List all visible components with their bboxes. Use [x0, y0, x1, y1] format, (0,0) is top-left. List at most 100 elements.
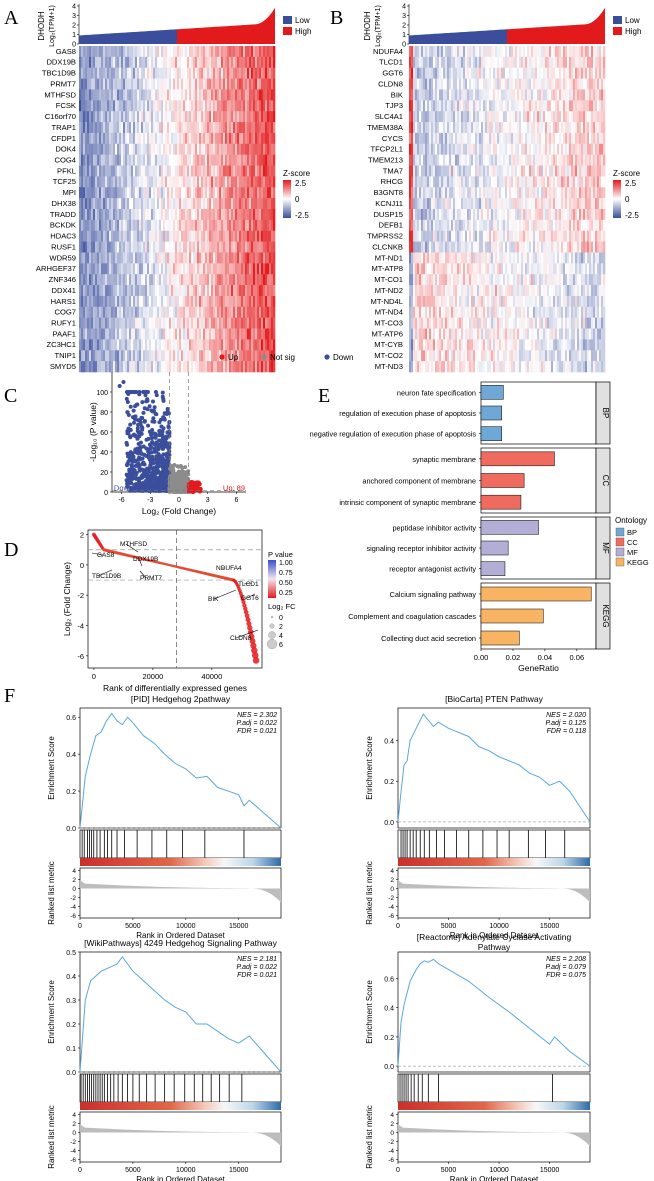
- heatmap-cell: [425, 67, 428, 79]
- heatmap-cell: [101, 317, 104, 329]
- heatmap-cell: [541, 89, 544, 101]
- heatmap-cell: [175, 154, 178, 166]
- heatmap-cell: [195, 198, 198, 210]
- heatmap-cell: [595, 219, 598, 232]
- heatmap-cell: [263, 263, 266, 275]
- heatmap-cell: [199, 46, 202, 58]
- heatmap-cell: [107, 317, 110, 329]
- heatmap-cell: [255, 263, 258, 275]
- heatmap-cell: [133, 46, 136, 58]
- heatmap-cell: [133, 339, 136, 351]
- heatmap-cell: [597, 241, 600, 253]
- heatmap-cell: [157, 350, 160, 362]
- heatmap-cell: [481, 132, 484, 145]
- heatmap-cell: [93, 46, 96, 58]
- heatmap-cell: [219, 46, 222, 58]
- heatmap-cell: [113, 154, 116, 166]
- heatmap-cell: [95, 306, 98, 318]
- heatmap-cell: [221, 176, 224, 188]
- heatmap-cell: [467, 198, 470, 210]
- heatmap-cell: [261, 361, 264, 373]
- heatmap-cell: [241, 132, 244, 145]
- heatmap-cell: [95, 67, 98, 79]
- heatmap-cell: [249, 285, 252, 297]
- heatmap-cell: [201, 317, 204, 329]
- heatmap-cell: [123, 263, 126, 275]
- heatmap-cell: [257, 317, 260, 329]
- heatmap-cell: [273, 176, 276, 188]
- heatmap-cell: [247, 187, 250, 199]
- heatmap-cell: [505, 100, 508, 112]
- heatmap-cell: [207, 230, 210, 242]
- heatmap-cell: [491, 187, 494, 199]
- heatmap-cell: [535, 209, 538, 221]
- heatmap-cell: [539, 187, 542, 199]
- heatmap-cell: [601, 230, 604, 242]
- heatmap-cell: [273, 143, 276, 155]
- heatmap-cell: [511, 111, 514, 123]
- heatmap-cell: [239, 241, 242, 253]
- heatmap-cell: [99, 111, 102, 123]
- heatmap-cell: [231, 263, 234, 275]
- heatmap-cell: [237, 67, 240, 79]
- heatmap-cell: [471, 46, 474, 58]
- heatmap-cell: [539, 241, 542, 253]
- heatmap-cell: [131, 176, 134, 188]
- heatmap-cell: [473, 165, 476, 177]
- heatmap-cell: [487, 111, 490, 123]
- heatmap-cell: [133, 241, 136, 253]
- heatmap-cell: [193, 198, 196, 210]
- heatmap-cell: [207, 154, 210, 166]
- heatmap-cell: [589, 89, 592, 101]
- heatmap-cell: [543, 89, 546, 101]
- heatmap-cell: [465, 165, 468, 177]
- heatmap-cell: [97, 328, 100, 340]
- heatmap-cell: [89, 89, 92, 101]
- heatmap-cell: [143, 274, 146, 286]
- heatmap-cell: [143, 361, 146, 373]
- heatmap-cell: [421, 187, 424, 199]
- heatmap-cell: [163, 350, 166, 362]
- heatmap-cell: [207, 219, 210, 232]
- heatmap-cell: [417, 176, 420, 188]
- heatmap-cell: [145, 361, 148, 373]
- heatmap-cell: [527, 56, 530, 69]
- heatmap-cell: [583, 165, 586, 177]
- heatmap-cell: [117, 187, 120, 199]
- heatmap-cell: [571, 209, 574, 221]
- heatmap-cell: [173, 46, 176, 58]
- heatmap-cell: [251, 350, 254, 362]
- gene-label: DOK4: [55, 145, 76, 154]
- heatmap-cell: [413, 89, 416, 101]
- heatmap-cell: [89, 111, 92, 123]
- heatmap-cell: [443, 241, 446, 253]
- heatmap-cell: [81, 274, 84, 286]
- heatmap-cell: [549, 111, 552, 123]
- heatmap-cell: [127, 285, 130, 297]
- heatmap-cell: [473, 46, 476, 58]
- heatmap-cell: [233, 46, 236, 58]
- heatmap-cell: [149, 78, 152, 90]
- heatmap-cell: [553, 100, 556, 112]
- bar-gene-label: DHODH: [37, 11, 46, 41]
- heatmap-cell: [101, 198, 104, 210]
- heatmap-cell: [269, 252, 272, 264]
- heatmap-cell: [593, 100, 596, 112]
- heatmap-cell: [119, 46, 122, 58]
- heatmap-cell: [271, 143, 274, 155]
- heatmap-cell: [219, 209, 222, 221]
- heatmap-cell: [173, 143, 176, 155]
- heatmap-cell: [231, 241, 234, 253]
- heatmap-cell: [93, 100, 96, 112]
- heatmap-cell: [549, 56, 552, 69]
- heatmap-cell: [419, 56, 422, 69]
- heatmap-cell: [557, 209, 560, 221]
- heatmap-cell: [503, 100, 506, 112]
- heatmap-cell: [119, 306, 122, 318]
- heatmap-cell: [181, 143, 184, 155]
- heatmap-cell: [161, 361, 164, 373]
- heatmap-cell: [235, 263, 238, 275]
- heatmap-cell: [91, 274, 94, 286]
- heatmap-cell: [487, 89, 490, 101]
